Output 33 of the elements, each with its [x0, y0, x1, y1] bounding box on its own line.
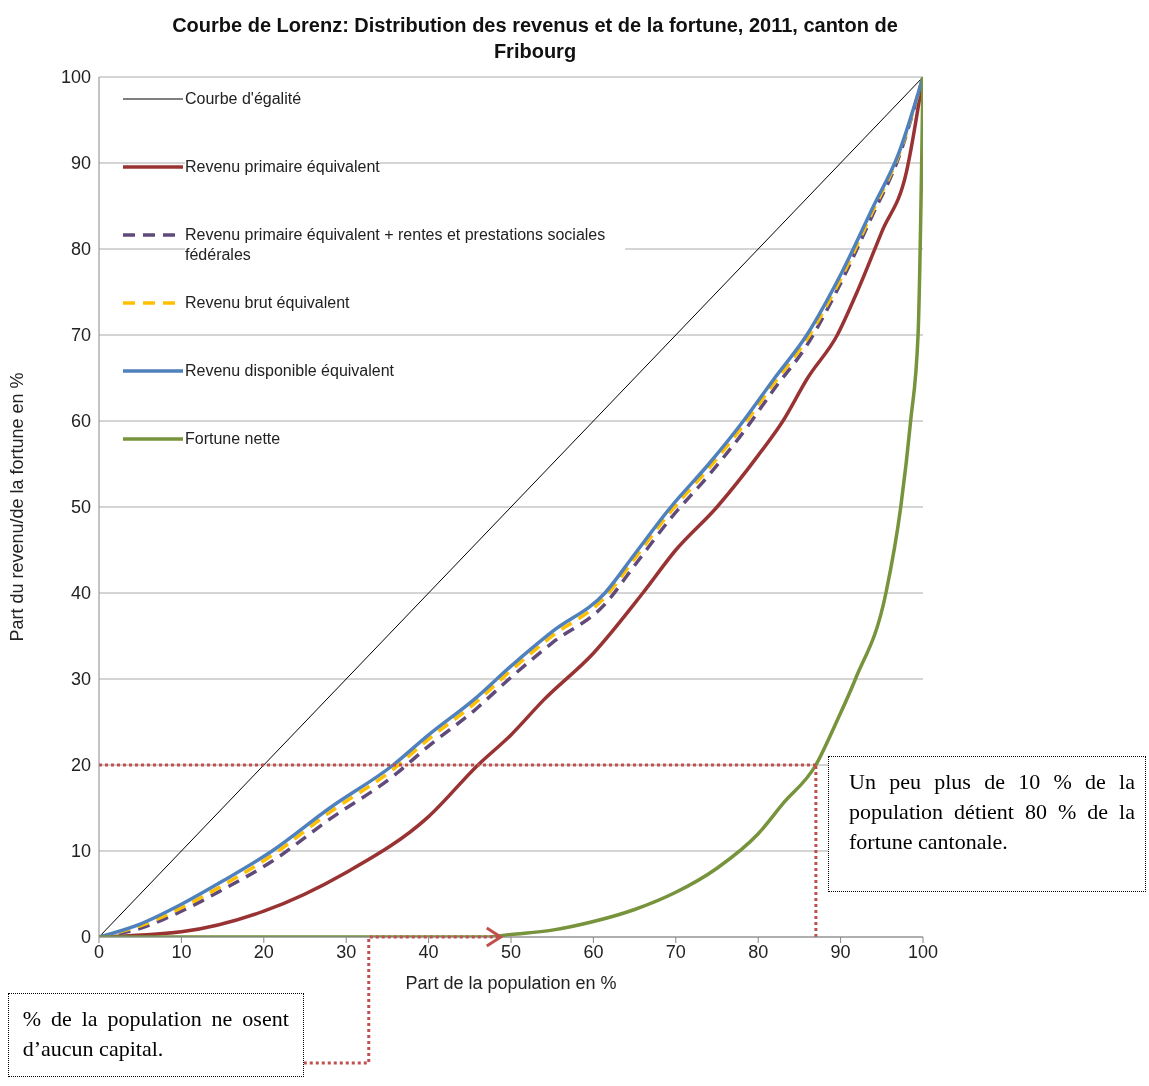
x-tick-label: 0	[93, 941, 105, 962]
x-tick-label: 30	[336, 941, 357, 962]
y-tick-label: 20	[70, 755, 91, 776]
y-tick-label: 80	[70, 239, 91, 260]
x-tick-label: 60	[583, 941, 604, 962]
legend-label: Revenu brut équivalent	[185, 293, 350, 313]
y-tick-label: 10	[70, 841, 91, 862]
x-tick-label: 80	[748, 941, 769, 962]
y-axis-title: Part du revenu/de la fortune en %	[7, 372, 28, 642]
legend-label: Revenu primaire équivalent	[185, 157, 380, 177]
y-tick-label: 100	[60, 67, 91, 88]
x-tick-label: 20	[253, 941, 274, 962]
x-tick-label: 70	[665, 941, 686, 962]
y-tick-label: 90	[70, 153, 91, 174]
y-tick-label: 30	[70, 669, 91, 690]
y-tick-label: 0	[80, 927, 91, 948]
annotation: Un peu plus de 10 % de la population détient 80 % de la fortune cantonale.	[828, 756, 1146, 892]
y-tick-label: 60	[70, 411, 91, 432]
x-tick-label: 90	[830, 941, 851, 962]
legend-label: Fortune nette	[185, 429, 281, 449]
legend-label: Courbe d'égalité	[185, 89, 302, 109]
legend-label: Revenu primaire équivalent + rentes et prestations sociales fédérales	[185, 225, 625, 265]
x-axis-title: Part de la population en %	[405, 973, 617, 993]
x-tick-label: 40	[418, 941, 439, 962]
legend-label: Revenu disponible équivalent	[185, 361, 395, 381]
chart-title: Courbe de Lorenz: Distribution des revenus et de la fortune, 2011, canton de Fribourg	[171, 13, 899, 64]
y-tick-label: 40	[70, 583, 91, 604]
x-tick-label: 100	[907, 941, 939, 962]
y-tick-label: 70	[70, 325, 91, 346]
annotation: % de la population ne osent d’aucun capital.	[7, 993, 304, 1077]
y-tick-label: 50	[70, 497, 91, 518]
x-tick-label: 10	[171, 941, 192, 962]
x-tick-label: 50	[500, 941, 522, 962]
